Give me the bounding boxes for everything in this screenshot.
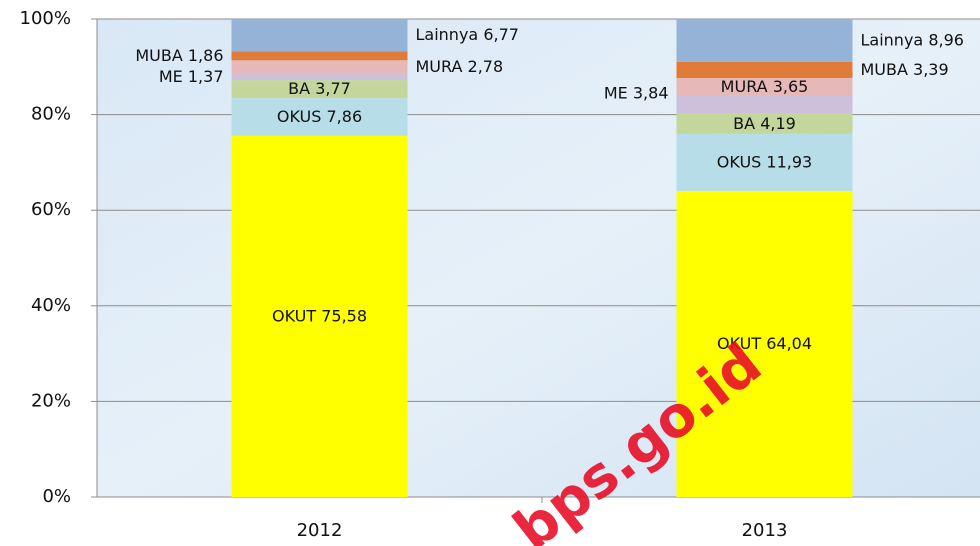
bar-segment	[676, 113, 853, 134]
label-name: Lainnya	[416, 25, 479, 44]
label-name: MUBA	[861, 59, 908, 78]
bar-segment	[676, 19, 853, 62]
bar-segment	[231, 19, 408, 52]
data-label: ME 3,84	[604, 83, 669, 102]
label-value: 3,39	[913, 59, 949, 78]
data-label: OKUT 75,58	[272, 306, 367, 325]
bar-segment	[676, 78, 853, 96]
bar-segment	[676, 190, 853, 497]
data-label: OKUT 64,04	[717, 333, 812, 352]
bar-segment	[231, 60, 408, 74]
label-name: MURA	[721, 76, 768, 95]
bar-segment	[676, 133, 853, 191]
label-value: 4,19	[760, 113, 796, 132]
x-tick-label: 2013	[742, 520, 788, 541]
label-value: 11,93	[766, 152, 812, 171]
data-label: Lainnya 8,96	[861, 30, 964, 49]
data-label: ME 1,37	[159, 66, 224, 85]
label-name: MURA	[416, 56, 463, 75]
label-value: 1,86	[188, 45, 224, 64]
bar-segment	[231, 73, 408, 81]
y-tick-label: 0%	[42, 486, 71, 507]
label-name: ME	[604, 83, 628, 102]
bar-segment	[231, 98, 408, 136]
label-name: BA	[288, 79, 310, 98]
label-value: 75,58	[321, 306, 367, 325]
label-name: Lainnya	[861, 30, 924, 49]
data-label: MUBA 3,39	[861, 59, 949, 78]
y-tick-label: 20%	[31, 390, 71, 411]
label-value: 1,37	[188, 66, 224, 85]
label-value: 8,96	[928, 30, 964, 49]
y-tick-label: 80%	[31, 104, 71, 125]
label-value: 64,04	[766, 333, 812, 352]
label-name: OKUT	[717, 333, 761, 352]
data-label: MUBA 1,86	[135, 45, 223, 64]
label-value: 3,65	[773, 76, 809, 95]
label-name: OKUT	[272, 306, 316, 325]
label-value: 7,86	[327, 106, 363, 125]
label-value: 6,77	[483, 25, 519, 44]
data-label: OKUS 11,93	[717, 152, 812, 171]
bar-segment	[231, 135, 408, 497]
label-value: 2,78	[468, 56, 504, 75]
label-name: ME	[159, 66, 183, 85]
data-label: MURA 3,65	[721, 76, 809, 95]
data-label: BA 4,19	[733, 113, 796, 132]
y-tick-label: 40%	[31, 295, 71, 316]
data-label: BA 3,77	[288, 79, 351, 98]
label-value: 3,84	[633, 83, 669, 102]
label-name: OKUS	[717, 152, 762, 171]
label-value: 3,77	[315, 79, 351, 98]
x-tick-label: 2012	[297, 520, 343, 541]
bar-segment	[231, 51, 408, 61]
label-name: MUBA	[135, 45, 182, 64]
data-label: Lainnya 6,77	[416, 25, 519, 44]
y-tick-label: 100%	[20, 8, 71, 29]
bar-segment	[676, 95, 853, 114]
data-label: OKUS 7,86	[277, 106, 362, 125]
bar-segment	[676, 61, 853, 79]
data-label: MURA 2,78	[416, 56, 504, 75]
bar-segment	[231, 80, 408, 99]
y-tick-label: 60%	[31, 199, 71, 220]
label-name: OKUS	[277, 106, 322, 125]
label-name: BA	[733, 113, 755, 132]
